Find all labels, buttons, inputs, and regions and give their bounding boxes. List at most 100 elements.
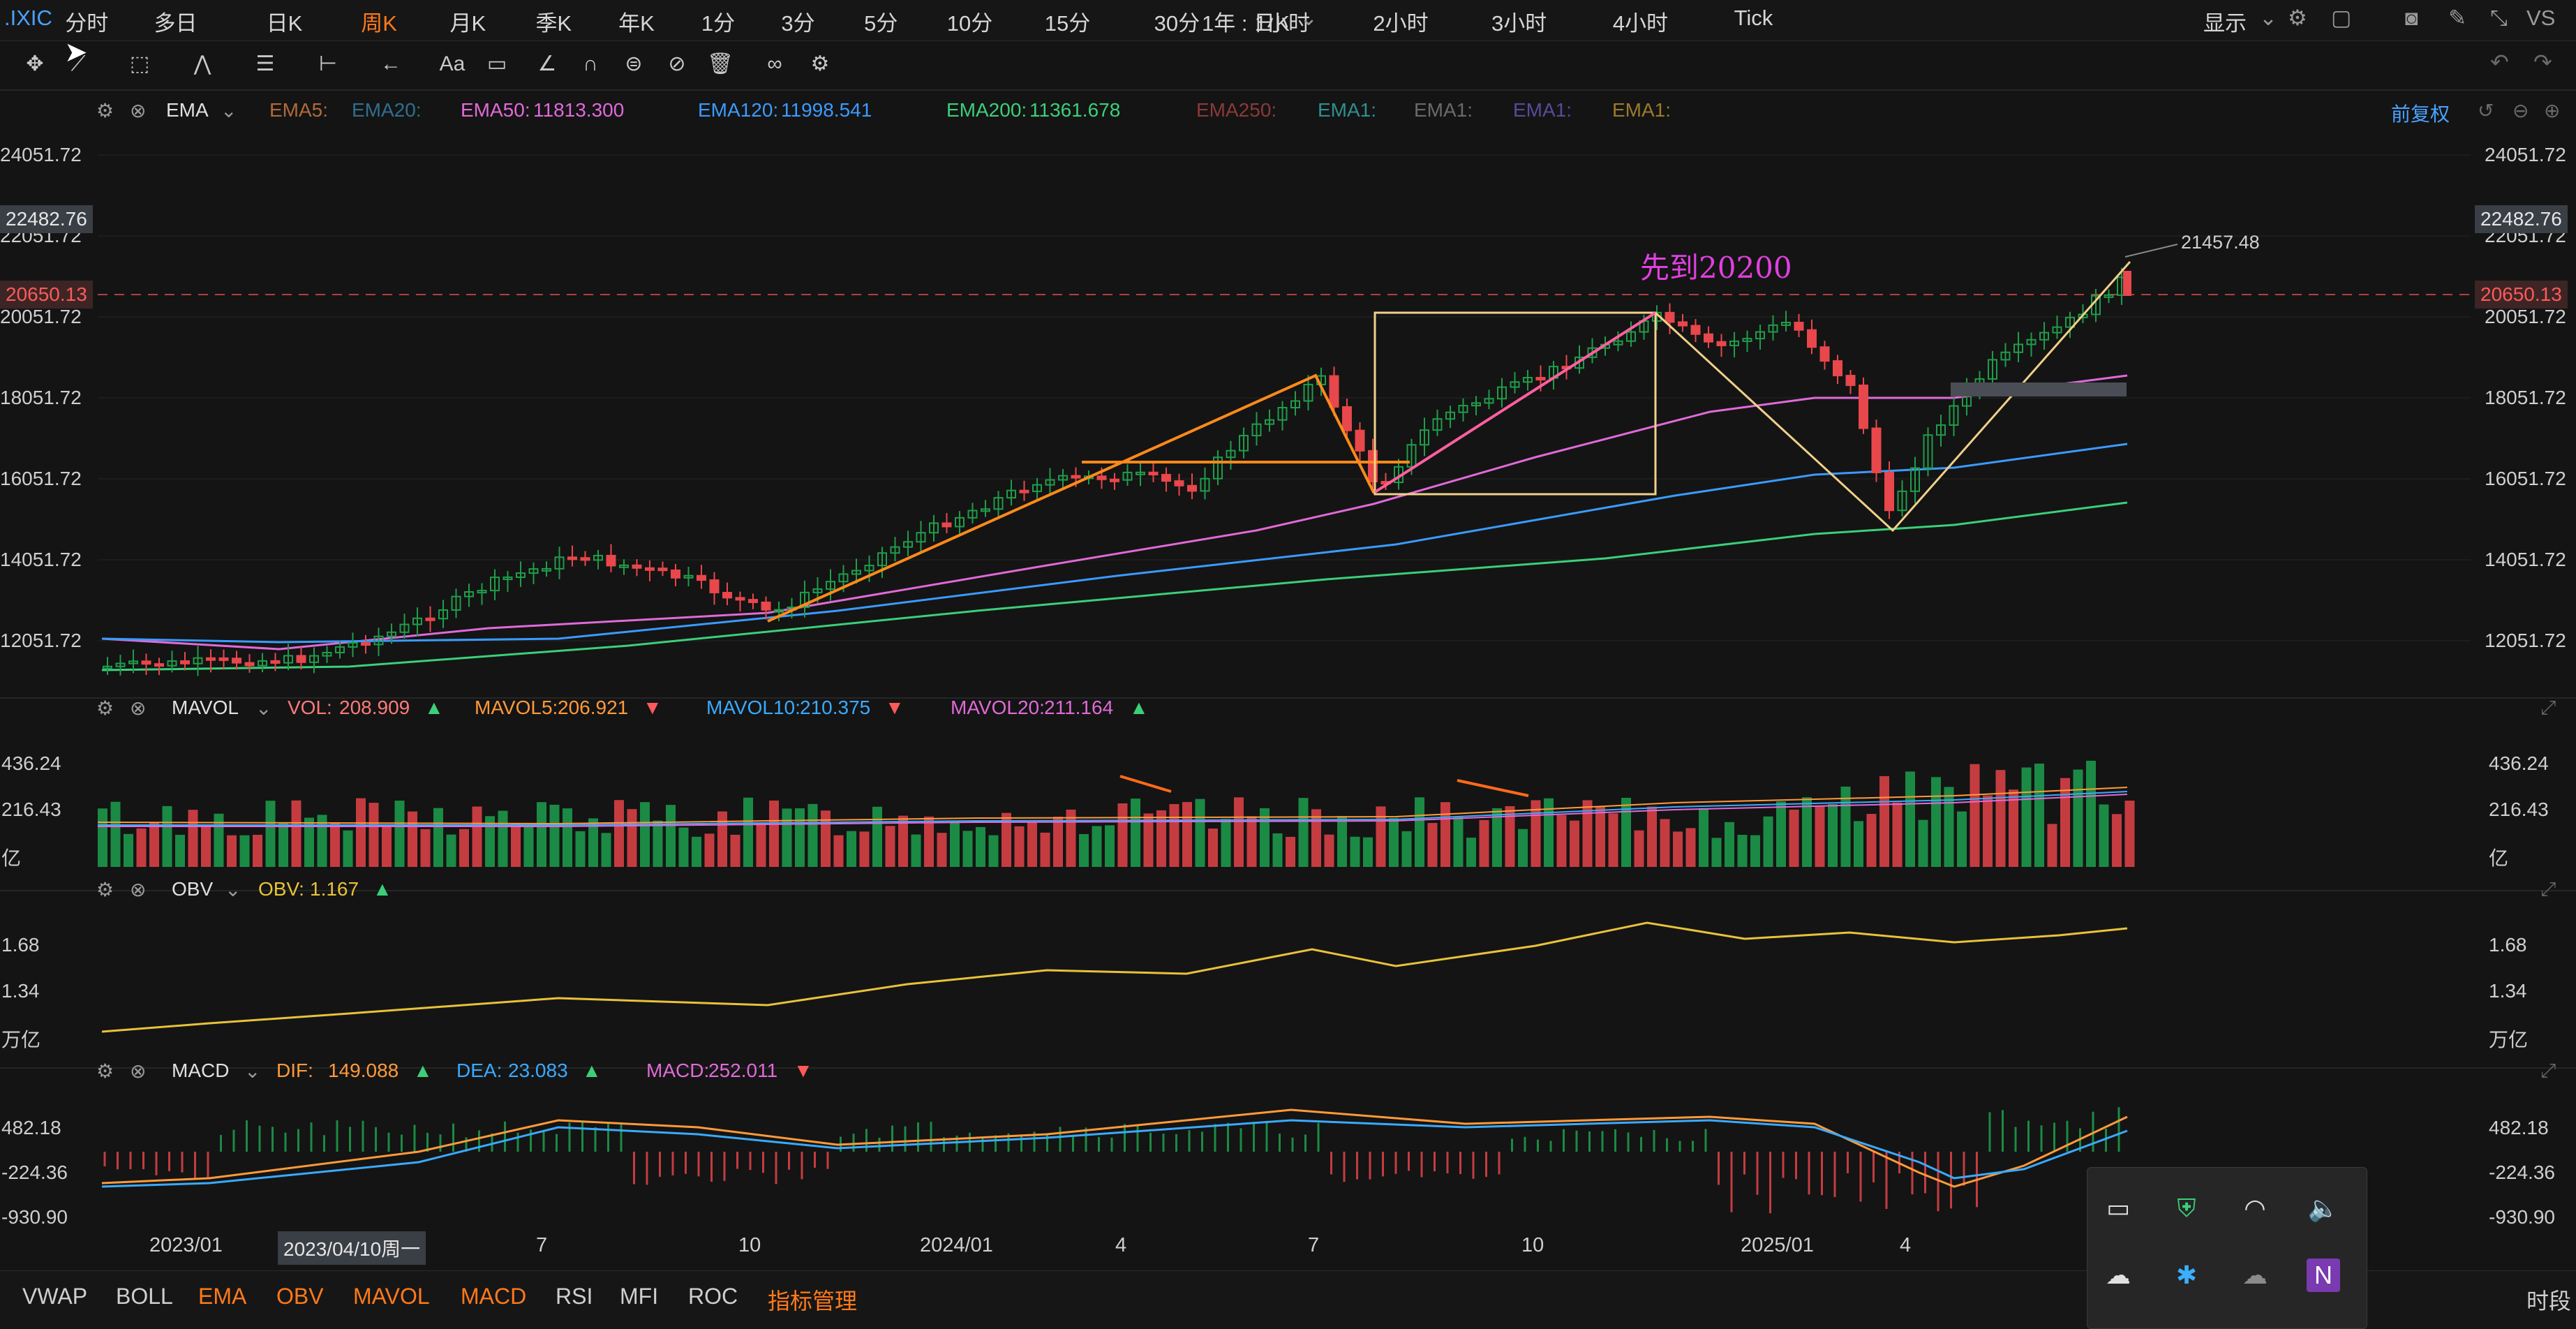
chart-annotation-text[interactable]: 先到20200 — [1640, 251, 1792, 285]
orange-trendline[interactable] — [767, 373, 1375, 623]
delete-drawing-icon[interactable]: 🗑 — [706, 52, 734, 75]
timeframe-tab[interactable]: 10分 — [946, 11, 993, 36]
ema-close-icon[interactable]: ⊗ — [130, 100, 147, 121]
indicator-toggle[interactable]: MAVOL — [353, 1284, 430, 1309]
indicator-toggle[interactable]: 指标管理 — [768, 1289, 858, 1314]
timeframe-tab[interactable]: 分时 — [65, 11, 109, 36]
timeframe-tab[interactable]: 日K — [266, 11, 303, 36]
obv-title[interactable]: OBV — [172, 878, 214, 900]
battery-icon[interactable]: ▭ — [2106, 1194, 2130, 1222]
lock-drawing-icon[interactable]: ⊜ — [625, 52, 643, 75]
indicator-toggle[interactable]: OBV — [276, 1284, 324, 1309]
obv-settings-icon[interactable]: ⚙ — [96, 879, 114, 900]
timeframe-tab[interactable]: 4小时 — [1612, 11, 1669, 36]
range-selector[interactable]: 1年 : 日K — [1202, 11, 1290, 36]
expand-icon[interactable]: ⤢ — [2540, 1060, 2556, 1081]
cloud-icon[interactable]: ☁ — [2242, 1261, 2268, 1289]
macd-settings-icon[interactable]: ⚙ — [96, 1060, 114, 1082]
indicator-toggle[interactable]: BOLL — [116, 1284, 173, 1309]
speaker-icon[interactable]: 🔈 — [2307, 1194, 2339, 1222]
symbol-label[interactable]: .IXIC — [4, 6, 52, 30]
settings-gear-icon[interactable]: ⚙ — [2288, 6, 2307, 30]
timeframe-tab[interactable]: 月K — [449, 11, 486, 36]
timeframe-tab[interactable]: 1小时 — [1254, 11, 1310, 36]
obv-close-icon[interactable]: ⊗ — [130, 879, 147, 900]
onenote-icon[interactable]: N — [2307, 1259, 2340, 1292]
indicator-toggle[interactable]: RSI — [556, 1284, 593, 1309]
user-drawings[interactable] — [767, 244, 2178, 797]
move-cursor-icon[interactable]: ✥ — [26, 52, 44, 75]
rectangle-tool-icon[interactable]: ⬚ — [129, 52, 150, 75]
mavol-title[interactable]: MAVOL — [172, 697, 239, 718]
expand-icon[interactable]: ⤢ — [2540, 697, 2556, 718]
indicator-toggle[interactable]: MFI — [620, 1284, 659, 1309]
ema-title[interactable]: EMA — [166, 99, 209, 121]
arrow-left-icon[interactable]: ← — [380, 52, 401, 75]
layout-icon[interactable]: ▢ — [2331, 6, 2352, 30]
gray-zone[interactable] — [1951, 383, 2127, 396]
indicator-toggle[interactable]: EMA — [198, 1284, 247, 1309]
macd-close-icon[interactable]: ⊗ — [130, 1060, 147, 1082]
timeframe-tab[interactable]: 多日 — [154, 11, 198, 36]
wifi-icon[interactable]: ◠ — [2244, 1194, 2266, 1222]
onedrive-icon[interactable]: ☁ — [2106, 1261, 2131, 1289]
timeframe-tab[interactable]: 15分 — [1044, 11, 1091, 36]
chevron-down-icon[interactable]: ⌄ — [2259, 6, 2277, 30]
comment-icon[interactable]: ▭ — [486, 52, 507, 75]
add-icon[interactable]: ⊕ — [2544, 100, 2561, 121]
arrow-line[interactable] — [1457, 779, 1529, 797]
fibonacci-icon[interactable]: ☰ — [255, 52, 275, 75]
v-shape-line[interactable] — [1654, 261, 2131, 533]
chevron-down-icon[interactable]: ⌄ — [255, 697, 272, 719]
ruler-icon[interactable]: ⟋ — [70, 52, 86, 75]
timeframe-tab[interactable]: 3小时 — [1491, 11, 1547, 36]
pen-icon[interactable]: ✎ — [2448, 6, 2466, 30]
indicator-toggle[interactable]: ROC — [688, 1284, 738, 1309]
chevron-down-icon[interactable]: ⌄ — [221, 100, 237, 121]
compare-button[interactable]: VS — [2526, 6, 2556, 30]
expand-icon[interactable]: ⤢ — [2540, 878, 2556, 900]
chevron-down-icon[interactable]: ⌄ — [225, 879, 241, 900]
trend-line-icon[interactable]: ⋀ — [193, 52, 211, 75]
line-draw-icon[interactable]: ∠ — [537, 52, 557, 75]
timeframe-tab[interactable]: 周K — [361, 11, 397, 36]
volume-bar — [2047, 824, 2057, 867]
redo-icon[interactable]: ↷ — [2533, 50, 2552, 75]
fullscreen-icon[interactable]: ⤡ — [2490, 6, 2508, 30]
timeframe-tab[interactable]: 季K — [535, 11, 572, 36]
camera-icon[interactable]: ◙ — [2405, 6, 2418, 30]
pink-trendline[interactable] — [1373, 311, 1657, 493]
timeframe-tab[interactable]: Tick — [1734, 6, 1773, 30]
measure-icon[interactable]: ⊢ — [318, 52, 338, 75]
mavol-close-icon[interactable]: ⊗ — [130, 697, 147, 719]
period-button[interactable]: 时段 — [2526, 1289, 2572, 1314]
ema-settings-icon[interactable]: ⚙ — [96, 100, 114, 121]
indicator-toggle[interactable]: VWAP — [22, 1284, 88, 1309]
slack-icon[interactable]: ✱ — [2175, 1261, 2198, 1289]
reset-icon[interactable]: ↺ — [2478, 100, 2494, 121]
indicator-toggle[interactable]: MACD — [461, 1284, 527, 1309]
display-menu[interactable]: 显示 — [2203, 11, 2247, 36]
timeframe-tab[interactable]: 2小时 — [1373, 11, 1429, 36]
consolidation-box[interactable] — [1373, 311, 1657, 496]
timeframe-tab[interactable]: 30分 — [1154, 11, 1200, 36]
magnet-icon[interactable]: ∩ — [583, 52, 598, 75]
arrow-line[interactable] — [1119, 775, 1172, 793]
macd-title[interactable]: MACD — [172, 1060, 230, 1081]
hide-drawing-icon[interactable]: ⊘ — [668, 52, 686, 75]
timeframe-tab[interactable]: 5分 — [864, 11, 898, 36]
timeframe-tab[interactable]: 年K — [618, 11, 655, 36]
timeframe-tab[interactable]: 1分 — [701, 11, 736, 36]
timeframe-tab[interactable]: 3分 — [781, 11, 815, 36]
chevron-down-icon[interactable]: ⌄ — [1300, 6, 1318, 30]
security-shield-icon[interactable]: ⛨ — [2177, 1194, 2196, 1222]
undo-icon[interactable]: ↶ — [2490, 50, 2509, 75]
minimize-icon[interactable]: ⊖ — [2512, 100, 2529, 121]
link-icon[interactable]: ∞ — [767, 52, 782, 75]
chevron-down-icon[interactable]: ⌄ — [244, 1060, 261, 1082]
mavol-settings-icon[interactable]: ⚙ — [96, 697, 114, 719]
text-tool-icon[interactable]: Aa — [439, 52, 466, 75]
drawing-settings-icon[interactable]: ⚙ — [810, 52, 830, 75]
adjust-mode-button[interactable]: 前复权 — [2391, 103, 2450, 125]
